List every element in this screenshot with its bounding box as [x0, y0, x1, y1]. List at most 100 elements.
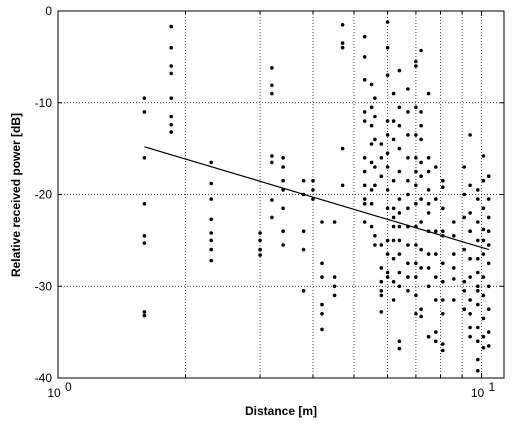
- data-point: [481, 238, 486, 243]
- data-point: [397, 68, 402, 73]
- data-point: [391, 119, 396, 123]
- data-point: [379, 293, 384, 298]
- data-point: [281, 243, 285, 247]
- y-tick-label: 0: [45, 4, 52, 18]
- data-point: [270, 160, 274, 165]
- data-point: [362, 78, 367, 82]
- data-point: [270, 83, 274, 88]
- data-point: [311, 178, 315, 183]
- data-point: [441, 348, 445, 353]
- y-tick-label: -20: [35, 188, 53, 202]
- data-point: [281, 165, 285, 169]
- data-point: [434, 330, 438, 334]
- data-point: [462, 289, 467, 293]
- data-point: [441, 342, 445, 346]
- data-point: [476, 256, 480, 261]
- data-point: [414, 243, 418, 247]
- data-point: [340, 41, 345, 45]
- data-point: [320, 302, 324, 307]
- data-point: [379, 243, 384, 247]
- data-point: [468, 298, 472, 302]
- data-point: [426, 156, 431, 160]
- data-point: [486, 344, 491, 348]
- data-point: [385, 238, 390, 243]
- data-point: [434, 298, 438, 302]
- data-point: [385, 275, 390, 279]
- data-point: [397, 169, 402, 174]
- data-point: [311, 197, 315, 201]
- data-point: [270, 66, 274, 70]
- data-point: [481, 293, 486, 298]
- data-point: [397, 146, 402, 151]
- data-point: [419, 137, 423, 142]
- data-point: [379, 310, 384, 314]
- data-point: [379, 289, 384, 293]
- data-point: [414, 183, 418, 188]
- data-point: [434, 275, 438, 279]
- data-point: [468, 275, 472, 279]
- data-point: [397, 252, 402, 256]
- data-point: [142, 241, 147, 245]
- data-point: [414, 169, 418, 174]
- data-point: [169, 130, 173, 134]
- data-point: [270, 91, 274, 96]
- data-point: [332, 220, 337, 224]
- data-point: [373, 234, 377, 238]
- data-point: [441, 178, 445, 183]
- data-point: [468, 229, 472, 233]
- data-point: [340, 45, 345, 50]
- data-point: [486, 215, 491, 220]
- data-point: [369, 82, 374, 87]
- data-point: [320, 220, 324, 224]
- data-point: [486, 284, 491, 289]
- data-point: [369, 160, 374, 165]
- data-point: [476, 284, 480, 289]
- data-point: [414, 275, 418, 279]
- data-point: [426, 201, 431, 206]
- data-point: [441, 185, 445, 189]
- data-point: [320, 327, 324, 332]
- data-point: [452, 266, 456, 270]
- data-point: [486, 307, 491, 312]
- data-point: [486, 197, 491, 201]
- data-point: [362, 156, 367, 160]
- data-point: [169, 114, 173, 119]
- data-point: [320, 261, 324, 266]
- data-point: [397, 238, 402, 243]
- data-point: [481, 154, 486, 158]
- data-point: [476, 188, 480, 192]
- data-point: [379, 156, 384, 160]
- data-point: [397, 224, 402, 229]
- data-point: [426, 284, 431, 289]
- data-point: [362, 110, 367, 114]
- data-point: [481, 252, 486, 256]
- data-point: [373, 137, 377, 142]
- data-point: [406, 261, 410, 266]
- data-point: [397, 284, 402, 289]
- data-point: [486, 261, 491, 266]
- data-point: [385, 188, 390, 192]
- data-point: [462, 247, 467, 252]
- data-point: [169, 71, 173, 76]
- data-point: [476, 197, 480, 201]
- x-axis-label: Distance [m]: [245, 404, 317, 418]
- data-point: [406, 243, 410, 247]
- data-point: [397, 346, 402, 351]
- data-point: [414, 312, 418, 316]
- data-point: [209, 231, 213, 235]
- data-point: [373, 183, 377, 188]
- data-point: [452, 252, 456, 256]
- data-point: [340, 146, 345, 151]
- data-point: [419, 266, 423, 270]
- data-point: [369, 142, 374, 146]
- data-point: [258, 231, 262, 235]
- data-point: [486, 243, 491, 247]
- data-point: [434, 252, 438, 256]
- grid-layer: [58, 11, 504, 378]
- data-point: [406, 289, 410, 293]
- fit-line-layer: [144, 146, 489, 251]
- data-point: [452, 234, 456, 238]
- data-point: [441, 298, 445, 302]
- data-point: [209, 238, 213, 243]
- data-point: [419, 197, 423, 201]
